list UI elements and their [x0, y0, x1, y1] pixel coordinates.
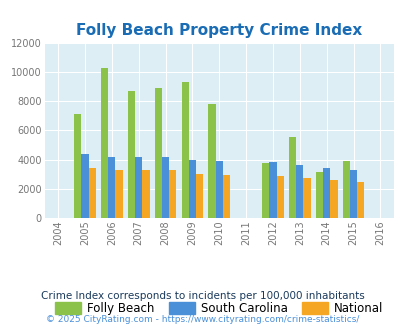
Title: Folly Beach Property Crime Index: Folly Beach Property Crime Index — [76, 22, 362, 38]
Bar — [342, 161, 349, 218]
Bar — [154, 88, 162, 218]
Bar — [196, 174, 203, 218]
Bar — [330, 180, 337, 218]
Bar — [128, 91, 135, 218]
Bar — [108, 157, 115, 218]
Bar — [135, 157, 142, 218]
Bar — [81, 154, 88, 218]
Bar — [101, 68, 108, 218]
Bar — [208, 104, 215, 218]
Bar — [181, 82, 188, 218]
Bar — [162, 157, 169, 218]
Bar — [262, 163, 269, 218]
Bar — [276, 176, 283, 218]
Bar — [303, 179, 310, 218]
Legend: Folly Beach, South Carolina, National: Folly Beach, South Carolina, National — [51, 297, 387, 320]
Bar — [215, 161, 222, 218]
Text: © 2025 CityRating.com - https://www.cityrating.com/crime-statistics/: © 2025 CityRating.com - https://www.city… — [46, 315, 359, 324]
Bar — [115, 170, 122, 218]
Bar — [296, 165, 303, 218]
Bar — [169, 170, 176, 218]
Bar — [74, 114, 81, 218]
Bar — [269, 162, 276, 218]
Bar — [288, 137, 296, 218]
Bar — [142, 170, 149, 218]
Text: Crime Index corresponds to incidents per 100,000 inhabitants: Crime Index corresponds to incidents per… — [41, 291, 364, 301]
Bar — [322, 168, 330, 218]
Bar — [222, 175, 230, 218]
Bar — [88, 168, 96, 218]
Bar — [356, 182, 364, 218]
Bar — [188, 160, 196, 218]
Bar — [315, 172, 322, 218]
Bar — [349, 170, 356, 218]
